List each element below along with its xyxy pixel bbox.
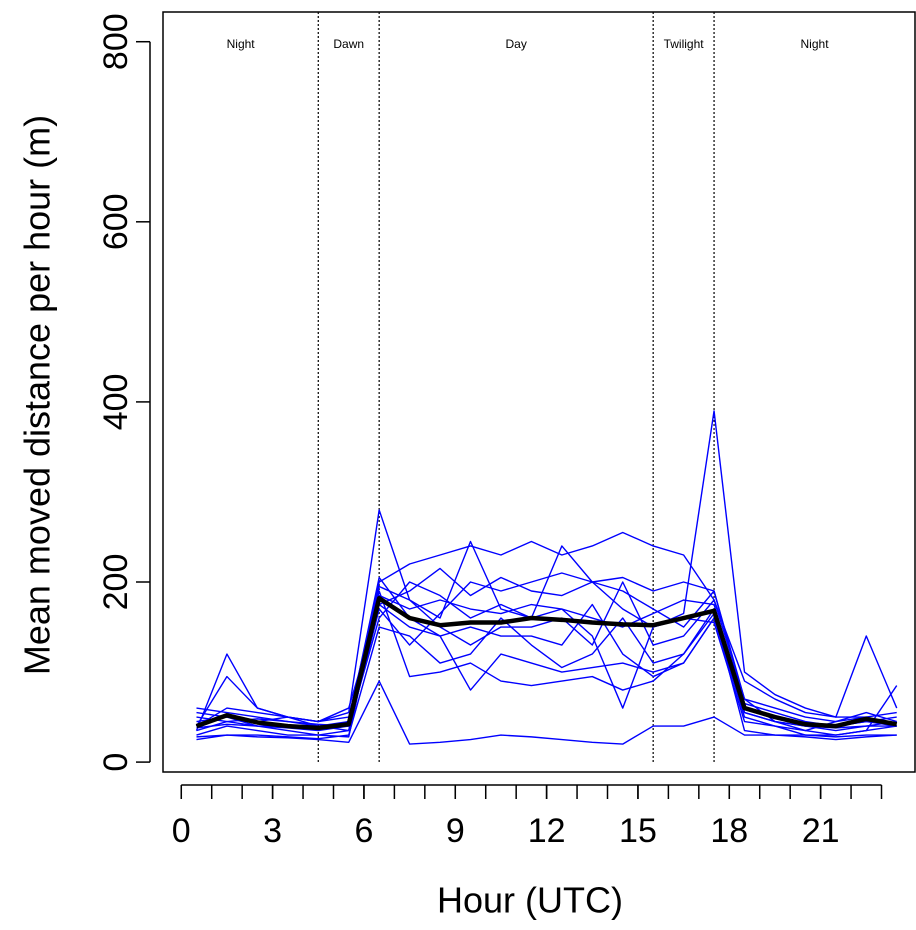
individual-line — [196, 612, 897, 741]
x-tick-label: 18 — [710, 812, 748, 850]
plot-frame — [162, 11, 916, 773]
individual-line — [196, 576, 897, 729]
period-label: Night — [227, 37, 256, 51]
mean-line — [195, 595, 898, 731]
individual-line — [196, 531, 898, 727]
x-axis-title: Hour (UTC) — [437, 880, 623, 921]
y-tick-label: 600 — [97, 193, 135, 250]
y-tick-label: 200 — [97, 554, 135, 611]
x-tick-label: 12 — [528, 812, 566, 850]
x-tick-label: 3 — [263, 812, 282, 850]
y-tick-label: 400 — [97, 374, 135, 431]
individual-line — [196, 567, 897, 729]
x-tick-label: 0 — [172, 812, 191, 850]
period-label: Day — [505, 37, 526, 51]
x-tick-label: 9 — [446, 812, 465, 850]
individual-line — [196, 572, 897, 736]
individual-line — [196, 581, 897, 732]
x-tick-label: 6 — [354, 812, 373, 850]
period-label: Night — [801, 37, 830, 51]
period-label: Dawn — [333, 37, 364, 51]
x-tick-label: 21 — [802, 812, 840, 850]
individual-line — [195, 590, 898, 736]
y-tick-label: 0 — [97, 753, 135, 772]
y-tick-label: 800 — [97, 13, 135, 70]
y-axis-title: Mean moved distance per hour (m) — [17, 115, 58, 675]
period-label: Twilight — [664, 37, 705, 51]
x-tick-label: 15 — [619, 812, 657, 850]
individual-line — [196, 603, 897, 736]
individual-line — [196, 581, 897, 727]
